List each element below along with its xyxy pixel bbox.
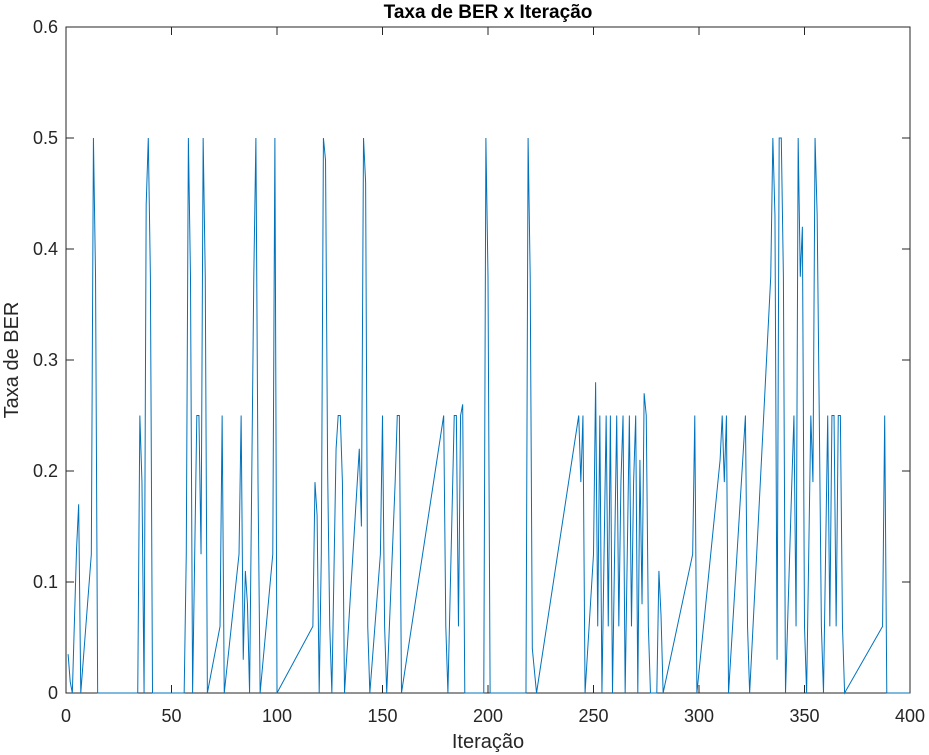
x-tick-label: 200 — [473, 706, 503, 726]
y-tick-label: 0.4 — [33, 239, 58, 259]
x-tick-label: 50 — [161, 706, 181, 726]
x-tick-label: 400 — [895, 706, 925, 726]
y-tick-label: 0.3 — [33, 350, 58, 370]
x-tick-label: 250 — [578, 706, 608, 726]
y-tick-label: 0 — [48, 683, 58, 703]
y-tick-label: 0.1 — [33, 572, 58, 592]
y-tick-label: 0.2 — [33, 461, 58, 481]
y-tick-label: 0.5 — [33, 128, 58, 148]
y-axis-label: Taxa de BER — [1, 302, 23, 419]
x-axis-label: Iteração — [452, 731, 524, 753]
x-tick-label: 150 — [367, 706, 397, 726]
y-tick-label: 0.6 — [33, 17, 58, 37]
data-line — [67, 137, 910, 695]
chart-title: Taxa de BER x Iteração — [384, 2, 593, 23]
x-tick-label: 350 — [789, 706, 819, 726]
x-tick-label: 0 — [61, 706, 71, 726]
x-tick-label: 300 — [684, 706, 714, 726]
x-tick-label: 100 — [262, 706, 292, 726]
